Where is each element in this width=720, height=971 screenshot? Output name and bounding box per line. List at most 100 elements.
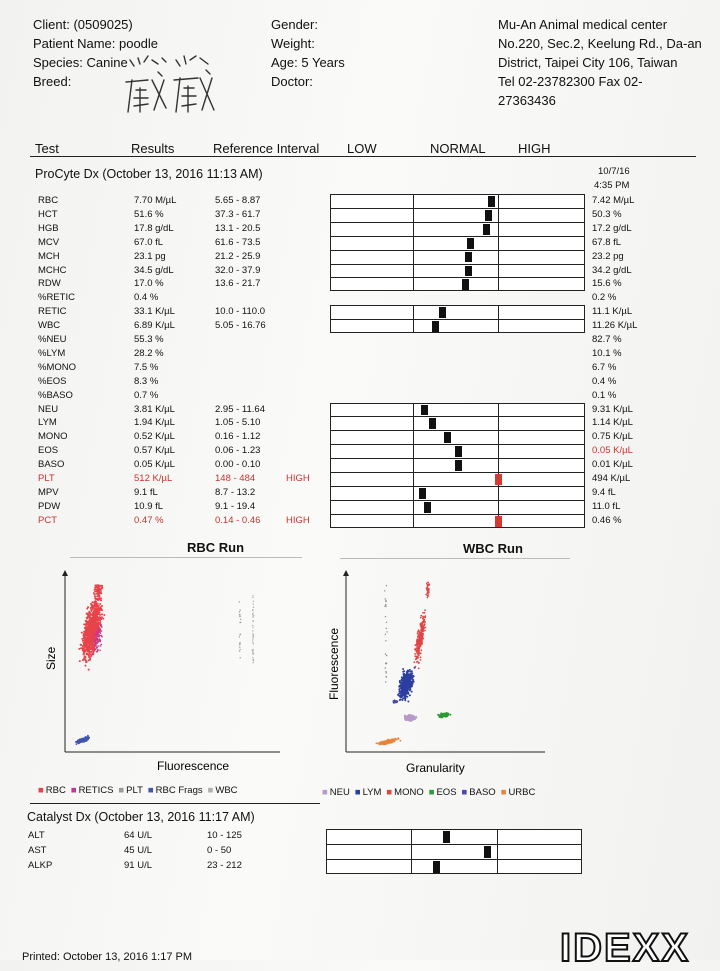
retics-cloud (92, 617, 103, 655)
test-name: ALT (28, 830, 45, 841)
client-block: Client: (0509025) Patient Name: poodle S… (33, 15, 158, 91)
reference-interval: 61.6 - 73.5 (215, 236, 261, 248)
reference-interval: 0.16 - 1.12 (215, 431, 261, 443)
result-row: %BASO 0.7 % 0.1 % (0, 390, 720, 404)
previous-result: 0.2 % (592, 292, 617, 304)
catalyst-row: ALT 64 U/L 10 - 125 (0, 830, 720, 844)
test-name: %LYM (38, 347, 66, 359)
legend-label: RBC Frags (155, 785, 203, 796)
range-row-line (330, 499, 585, 501)
clinic-fax: 27363436 (498, 93, 556, 108)
previous-result: 0.1 % (592, 389, 617, 401)
range-marker (423, 501, 431, 513)
range-row-line (326, 844, 582, 845)
range-row-line (326, 859, 582, 860)
range-marker-high (495, 474, 503, 485)
test-name: HGB (38, 222, 59, 234)
range-marker-high (495, 515, 503, 527)
result-value: 7.70 M/µL (134, 195, 177, 206)
range-row-line (330, 513, 585, 515)
range-marker (418, 487, 426, 499)
result-value: 7.5 % (134, 361, 159, 373)
legend-swatch-icon: ■ (322, 787, 328, 798)
printed-date: Printed: October 13, 2016 1:17 PM (22, 951, 192, 963)
result-value: 33.1 K/µL (134, 306, 175, 318)
result-row: PLT 512 K/µL 148 - 484 HIGH 494 K/µL (0, 473, 720, 487)
previous-result: 6.7 % (592, 361, 617, 373)
range-row-line (330, 319, 585, 321)
reference-interval: 5.65 - 8.87 (215, 195, 261, 206)
result-value: 17.0 % (134, 278, 164, 290)
wbc-ylabel: Fluorescence (327, 628, 341, 700)
result-row: NEU 3.81 K/µL 2.95 - 11.64 9.31 K/µL (0, 404, 720, 418)
range-marker (487, 196, 495, 207)
procyte-title: ProCyte Dx (October 13, 2016 11:13 AM) (35, 167, 263, 181)
range-bar-group (330, 305, 585, 333)
clinic-address-1: No.220, Sec.2, Keelung Rd., Da-an (498, 36, 702, 51)
legend-swatch-icon: ■ (207, 785, 214, 796)
plt-trace (238, 601, 242, 659)
test-name: NEU (38, 403, 59, 415)
neu-cloud (403, 714, 418, 722)
result-value: 8.3 % (134, 375, 159, 387)
rbc-ylabel: Size (44, 646, 58, 670)
clinic-phone: Tel 02-23782300 Fax 02- (498, 74, 643, 89)
range-row-line (330, 444, 585, 446)
test-name: MCV (38, 236, 60, 248)
range-row-line (330, 485, 585, 487)
col-results: Results (131, 141, 175, 156)
legend-swatch-icon: ■ (461, 787, 468, 798)
catalyst-row: AST 45 U/L 0 - 50 (0, 845, 720, 859)
test-name: MCHC (38, 264, 67, 276)
result-value: 51.6 % (134, 208, 164, 220)
result-row: %MONO 7.5 % 6.7 % (0, 362, 720, 376)
range-marker (421, 404, 429, 416)
result-value: 512 K/µL (134, 473, 173, 484)
result-row: %EOS 8.3 % 0.4 % (0, 376, 720, 390)
legend-swatch-icon: ■ (118, 785, 125, 796)
result-row: WBC 6.89 K/µL 5.05 - 16.76 11.26 K/µL (0, 320, 720, 334)
rbc-cloud (78, 588, 106, 671)
legend-label: MONO (394, 787, 424, 798)
test-name: PCT (38, 514, 57, 526)
range-marker (433, 861, 441, 873)
legend-label: URBC (508, 787, 536, 798)
legend-swatch-icon: ■ (354, 787, 361, 798)
test-name: HCT (38, 208, 58, 220)
range-row-line (330, 263, 585, 265)
range-marker (485, 209, 493, 221)
legend-swatch-icon: ■ (428, 787, 435, 798)
baso-cloud (392, 699, 399, 704)
test-name: AST (28, 845, 47, 856)
range-marker (464, 265, 472, 277)
test-name: %BASO (38, 389, 73, 401)
test-name: EOS (38, 445, 59, 457)
test-name: %MONO (38, 361, 76, 373)
range-row-line (330, 207, 585, 209)
legend-swatch-icon: ■ (70, 785, 77, 796)
result-value: 67.0 fL (134, 236, 164, 248)
legend-label: BASO (469, 787, 496, 798)
legend-swatch-icon: ■ (38, 785, 44, 796)
result-row: %LYM 28.2 % 10.1 % (0, 348, 720, 362)
result-row: %RETIC 0.4 % 0.2 % (0, 292, 720, 306)
range-marker (484, 846, 492, 858)
legend-label: EOS (436, 787, 457, 798)
clinic-block: Mu-An Animal medical center No.220, Sec.… (498, 15, 702, 110)
col-test: Test (35, 141, 59, 156)
test-name: %EOS (38, 375, 67, 387)
previous-result: 0.4 % (592, 375, 617, 387)
range-row-line (330, 221, 585, 223)
species: Species: Canine (33, 55, 128, 70)
range-marker (454, 460, 462, 471)
reference-interval: 21.2 - 25.9 (215, 250, 261, 262)
range-row-line (330, 277, 585, 279)
breed: Breed: (33, 74, 72, 89)
reference-interval: 9.1 - 19.4 (215, 500, 256, 512)
previous-result: 23.2 pg (592, 250, 624, 262)
range-divider (498, 402, 499, 528)
previous-result: 7.42 M/µL (592, 195, 635, 206)
reference-interval: 10 - 125 (207, 830, 242, 841)
rbc-y-arrow (62, 570, 68, 576)
weight: Weight: (271, 36, 315, 51)
